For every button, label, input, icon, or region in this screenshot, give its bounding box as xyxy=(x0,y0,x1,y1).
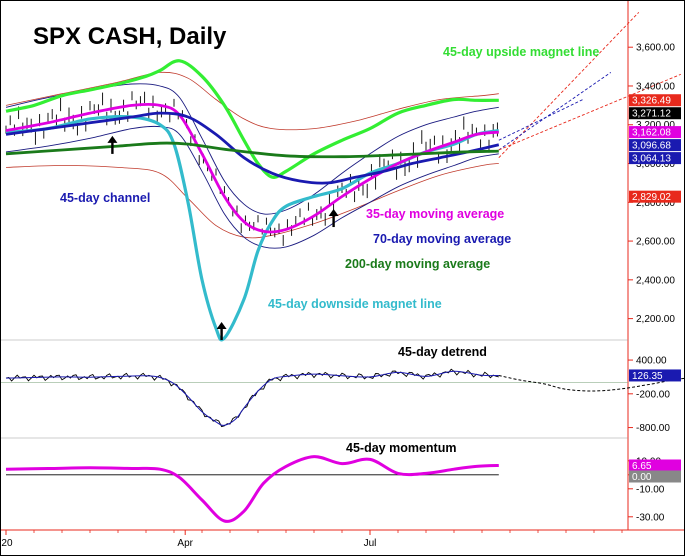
projection-line-2 xyxy=(498,73,681,151)
annotation-label: 35-day moving average xyxy=(366,207,504,221)
y-tick-label: 3,600.00 xyxy=(636,43,675,54)
svg-text:126.35: 126.35 xyxy=(632,371,663,382)
series-momentum xyxy=(5,455,499,523)
svg-text:3,096.68: 3,096.68 xyxy=(632,141,671,152)
detrend-projection xyxy=(498,375,685,392)
momentum-panel: 45-day momentum xyxy=(5,441,499,523)
y-tick-label: 3,200.00 xyxy=(636,120,675,131)
value-badge: 3,326.49 xyxy=(629,94,681,107)
y-tick-label: 2,400.00 xyxy=(636,275,675,286)
value-badge: 3,096.68 xyxy=(629,139,681,152)
svg-text:6.65: 6.65 xyxy=(632,461,652,472)
y-tick-label: 400.00 xyxy=(636,356,667,367)
projection-line-0 xyxy=(498,11,640,159)
y-tick-label: 2,600.00 xyxy=(636,237,675,248)
projection-line-1 xyxy=(498,72,612,151)
projection-line-3 xyxy=(498,99,583,141)
annotation-label: 45-day channel xyxy=(60,191,150,205)
y-tick-label: 3,400.00 xyxy=(636,81,675,92)
detrend-title: 45-day detrend xyxy=(398,345,487,359)
y-tick-label: 2,200.00 xyxy=(636,314,675,325)
value-badge: 6.65 xyxy=(629,459,681,472)
value-badge: 126.35 xyxy=(629,369,681,382)
price-panel: 45-day upside magnet line 45-day channel 3… xyxy=(5,11,681,342)
arrow-marker xyxy=(328,209,339,228)
svg-text:0.00: 0.00 xyxy=(632,472,652,483)
svg-text:3,162.08: 3,162.08 xyxy=(632,128,671,139)
annotation-label: 45-day upside magnet line xyxy=(443,45,599,59)
x-tick-label: Apr xyxy=(177,538,193,549)
series-ma35 xyxy=(5,102,499,234)
value-badge: 2,829.02 xyxy=(629,190,681,203)
series-ma70 xyxy=(5,111,500,185)
svg-text:3,064.13: 3,064.13 xyxy=(632,154,671,165)
series-detrend-smooth xyxy=(5,370,499,426)
svg-text:3,271.12: 3,271.12 xyxy=(632,109,671,120)
y-tick-label: -200.00 xyxy=(636,389,670,400)
outer-envelope-lower xyxy=(5,163,499,239)
annotation-label: 70-day moving average xyxy=(373,232,511,246)
svg-text:3,326.49: 3,326.49 xyxy=(632,96,671,107)
axis-layer: 3,600.00 3,400.00 3,200.00 3,000.00 2,800.00… xyxy=(0,43,681,549)
value-badge: 3,064.13 xyxy=(629,152,681,165)
arrow-marker xyxy=(107,135,118,154)
outer-envelope-upper xyxy=(5,71,499,131)
value-badge: 0.00 xyxy=(629,470,681,483)
arrow-marker xyxy=(216,322,227,340)
y-tick-label: 3,000.00 xyxy=(636,159,675,170)
y-tick-label: -10.00 xyxy=(636,484,665,495)
series-ma200 xyxy=(5,141,499,159)
momentum-title: 45-day momentum xyxy=(346,441,456,455)
annotation-label: 45-day downside magnet line xyxy=(268,297,442,311)
detrend-panel: 45-day detrend xyxy=(1,345,685,428)
channel-lower xyxy=(5,125,499,249)
y-tick-label: -30.00 xyxy=(636,512,665,523)
value-badge: 3,162.08 xyxy=(629,126,681,139)
y-tick-label: -800.00 xyxy=(636,423,670,434)
value-badge: 3,271.12 xyxy=(629,107,681,120)
x-tick-label: '20 xyxy=(0,538,13,549)
svg-text:2,829.02: 2,829.02 xyxy=(632,192,671,203)
channel-upper xyxy=(5,83,499,215)
annotation-label: 200-day moving average xyxy=(345,257,490,271)
chart-title: SPX CASH, Daily xyxy=(33,23,227,50)
y-tick-label: 2,800.00 xyxy=(636,198,675,209)
x-tick-label: Jul xyxy=(364,538,377,549)
